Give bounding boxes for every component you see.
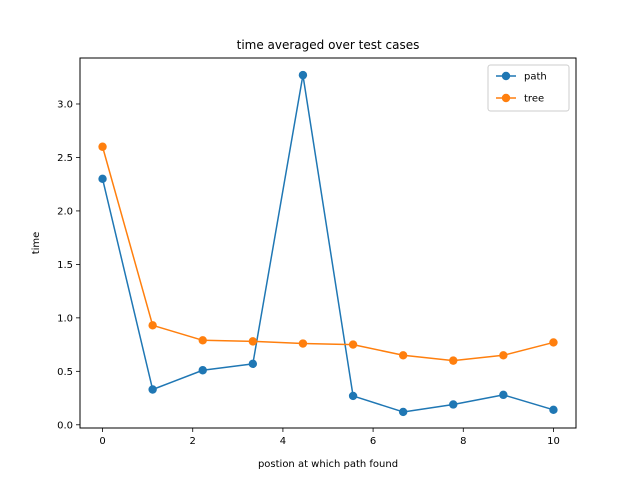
data-point-tree <box>549 338 558 347</box>
y-tick-label: 0.0 <box>57 420 73 431</box>
x-tick-label: 2 <box>190 436 196 447</box>
data-point-tree <box>198 336 207 345</box>
data-point-path <box>449 400 458 409</box>
legend-marker <box>501 71 511 81</box>
data-point-tree <box>499 351 508 360</box>
legend-label: path <box>524 72 547 83</box>
x-axis: 0 2 4 6 8 10 <box>99 428 560 447</box>
series-tree <box>98 142 558 365</box>
y-tick-label: 1.0 <box>57 313 73 324</box>
data-point-tree <box>248 337 258 346</box>
legend: path tree <box>487 64 570 112</box>
y-tick-label: 2.5 <box>57 153 73 164</box>
data-point-path <box>549 405 558 415</box>
plot-area <box>98 70 558 417</box>
chart-title: time averaged over test cases <box>237 38 420 52</box>
data-point-path <box>348 391 358 401</box>
y-tick-label: 0.5 <box>57 367 73 378</box>
x-tick-label: 6 <box>370 436 376 447</box>
x-tick-label: 8 <box>460 436 466 447</box>
y-axis: 0.0 0.5 1.0 1.5 2.0 2.5 3.0 <box>57 99 80 431</box>
x-tick-label: 0 <box>99 436 105 447</box>
legend-label: tree <box>524 94 544 105</box>
y-tick-label: 2.0 <box>57 206 73 217</box>
series-path <box>98 70 558 417</box>
legend-item-path: path <box>496 72 547 83</box>
data-point-tree <box>398 351 408 360</box>
series-line-tree <box>101 146 554 362</box>
legend-marker <box>501 93 511 103</box>
x-tick-label: 4 <box>280 436 286 447</box>
y-axis-title: time <box>31 232 42 255</box>
data-point-path <box>98 174 107 184</box>
data-point-tree <box>449 356 458 365</box>
data-point-path <box>298 70 308 80</box>
series-line-path <box>101 74 554 413</box>
data-point-path <box>198 366 207 375</box>
data-point-path <box>248 359 258 369</box>
y-tick-label: 1.5 <box>57 260 73 271</box>
y-tick-label: 3.0 <box>57 99 73 110</box>
x-axis-title: postion at which path found <box>258 459 398 470</box>
axes-frame <box>79 57 577 429</box>
data-point-tree <box>98 142 107 151</box>
data-point-tree <box>298 339 308 348</box>
data-point-path <box>398 407 408 417</box>
data-point-tree <box>148 321 157 330</box>
legend-item-tree: tree <box>496 94 544 105</box>
x-tick-label: 10 <box>547 436 560 447</box>
data-point-tree <box>348 340 358 349</box>
data-point-path <box>499 390 508 400</box>
data-point-path <box>148 385 157 394</box>
